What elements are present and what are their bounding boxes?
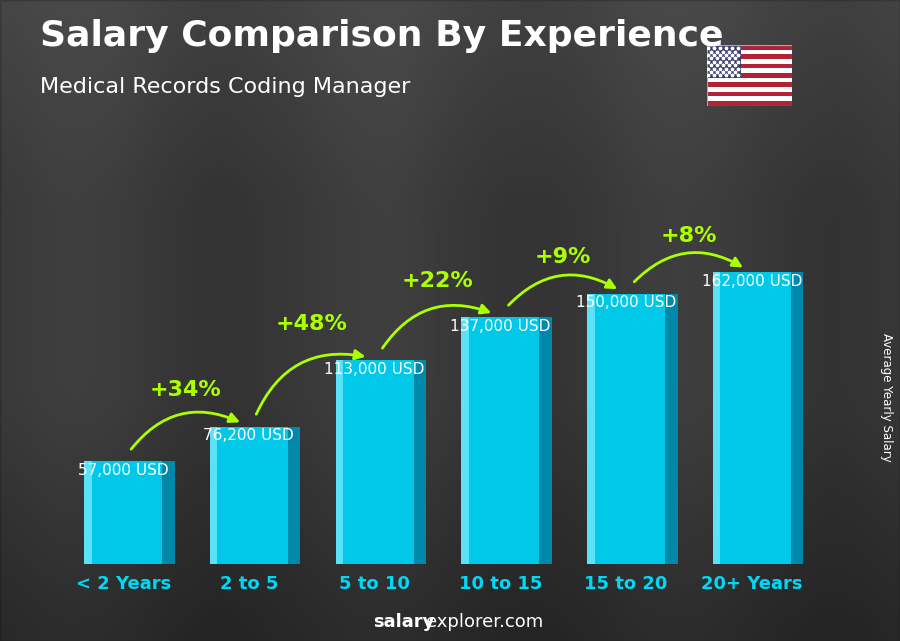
Bar [706,54,792,59]
Text: Medical Records Coding Manager: Medical Records Coding Manager [40,77,411,97]
Bar [462,317,539,564]
Text: Salary Comparison By Experience: Salary Comparison By Experience [40,19,724,53]
Text: Average Yearly Salary: Average Yearly Salary [880,333,893,462]
Bar [706,49,792,54]
Polygon shape [539,317,552,564]
Bar [462,317,469,564]
Bar [587,294,595,564]
Text: 150,000 USD: 150,000 USD [576,296,676,310]
Bar [713,272,791,564]
Text: explorer.com: explorer.com [426,613,543,631]
Text: 162,000 USD: 162,000 USD [701,274,802,289]
Bar [706,78,792,82]
Bar [336,360,343,564]
Polygon shape [413,360,426,564]
Text: +9%: +9% [535,247,591,267]
Text: salary: salary [374,613,435,631]
Bar [706,92,792,96]
Text: +8%: +8% [661,226,717,246]
Polygon shape [665,294,678,564]
Bar [713,272,720,564]
Bar [706,73,792,78]
Bar [706,45,792,49]
Text: 113,000 USD: 113,000 USD [324,362,425,377]
Bar [706,69,792,73]
Text: 76,200 USD: 76,200 USD [203,428,294,444]
Polygon shape [791,272,804,564]
Text: +34%: +34% [150,380,222,400]
Text: +22%: +22% [401,271,473,290]
Bar [706,82,792,87]
Bar [210,427,288,564]
Polygon shape [162,462,175,564]
Bar [210,427,218,564]
Bar [336,360,413,564]
Text: 137,000 USD: 137,000 USD [450,319,551,334]
Polygon shape [288,427,301,564]
Bar [587,294,665,564]
Bar [85,462,162,564]
Bar [85,462,92,564]
Bar [706,101,792,106]
Bar [706,63,792,69]
Bar [706,96,792,101]
Bar [706,45,741,78]
Text: 57,000 USD: 57,000 USD [77,463,168,478]
Text: +48%: +48% [275,314,347,334]
Bar [706,59,792,63]
Bar [706,87,792,92]
